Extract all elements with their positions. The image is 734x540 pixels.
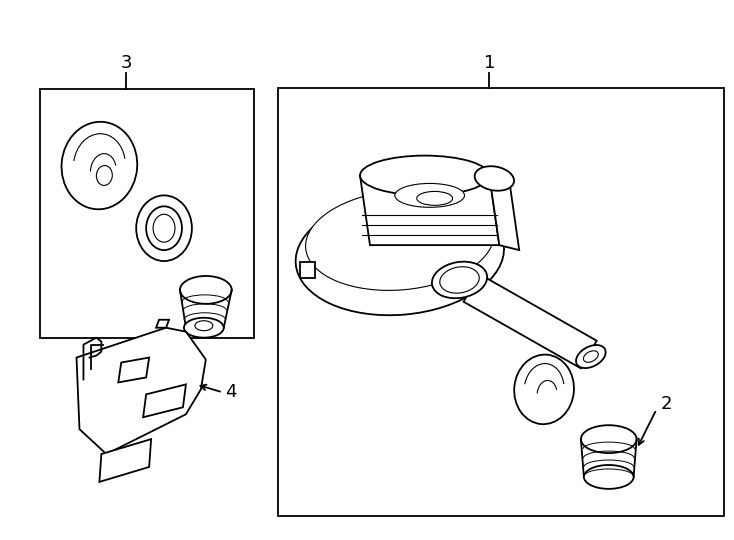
Ellipse shape xyxy=(184,318,224,338)
Polygon shape xyxy=(143,384,186,417)
Text: 4: 4 xyxy=(225,383,236,401)
Ellipse shape xyxy=(360,156,490,195)
Ellipse shape xyxy=(395,184,465,207)
Polygon shape xyxy=(490,176,519,250)
Ellipse shape xyxy=(305,190,494,291)
Ellipse shape xyxy=(576,345,606,368)
Polygon shape xyxy=(156,320,169,328)
Polygon shape xyxy=(300,262,316,278)
Ellipse shape xyxy=(137,195,192,261)
Ellipse shape xyxy=(515,355,574,424)
Polygon shape xyxy=(76,328,206,454)
Ellipse shape xyxy=(475,166,514,191)
Ellipse shape xyxy=(62,122,137,210)
Polygon shape xyxy=(40,89,253,338)
Ellipse shape xyxy=(584,465,633,489)
Ellipse shape xyxy=(584,351,598,362)
Ellipse shape xyxy=(581,425,636,453)
Polygon shape xyxy=(360,176,499,245)
Ellipse shape xyxy=(96,166,112,185)
Ellipse shape xyxy=(417,191,453,205)
Polygon shape xyxy=(464,274,597,368)
Ellipse shape xyxy=(180,276,232,304)
Polygon shape xyxy=(278,88,724,516)
Text: 1: 1 xyxy=(484,54,495,72)
Ellipse shape xyxy=(296,195,504,315)
Polygon shape xyxy=(99,439,151,482)
Ellipse shape xyxy=(195,321,213,330)
Text: 3: 3 xyxy=(120,54,132,72)
Ellipse shape xyxy=(432,262,487,298)
Ellipse shape xyxy=(146,206,182,250)
Ellipse shape xyxy=(153,214,175,242)
Polygon shape xyxy=(118,357,149,382)
Ellipse shape xyxy=(440,267,479,293)
Text: 2: 2 xyxy=(661,395,672,413)
